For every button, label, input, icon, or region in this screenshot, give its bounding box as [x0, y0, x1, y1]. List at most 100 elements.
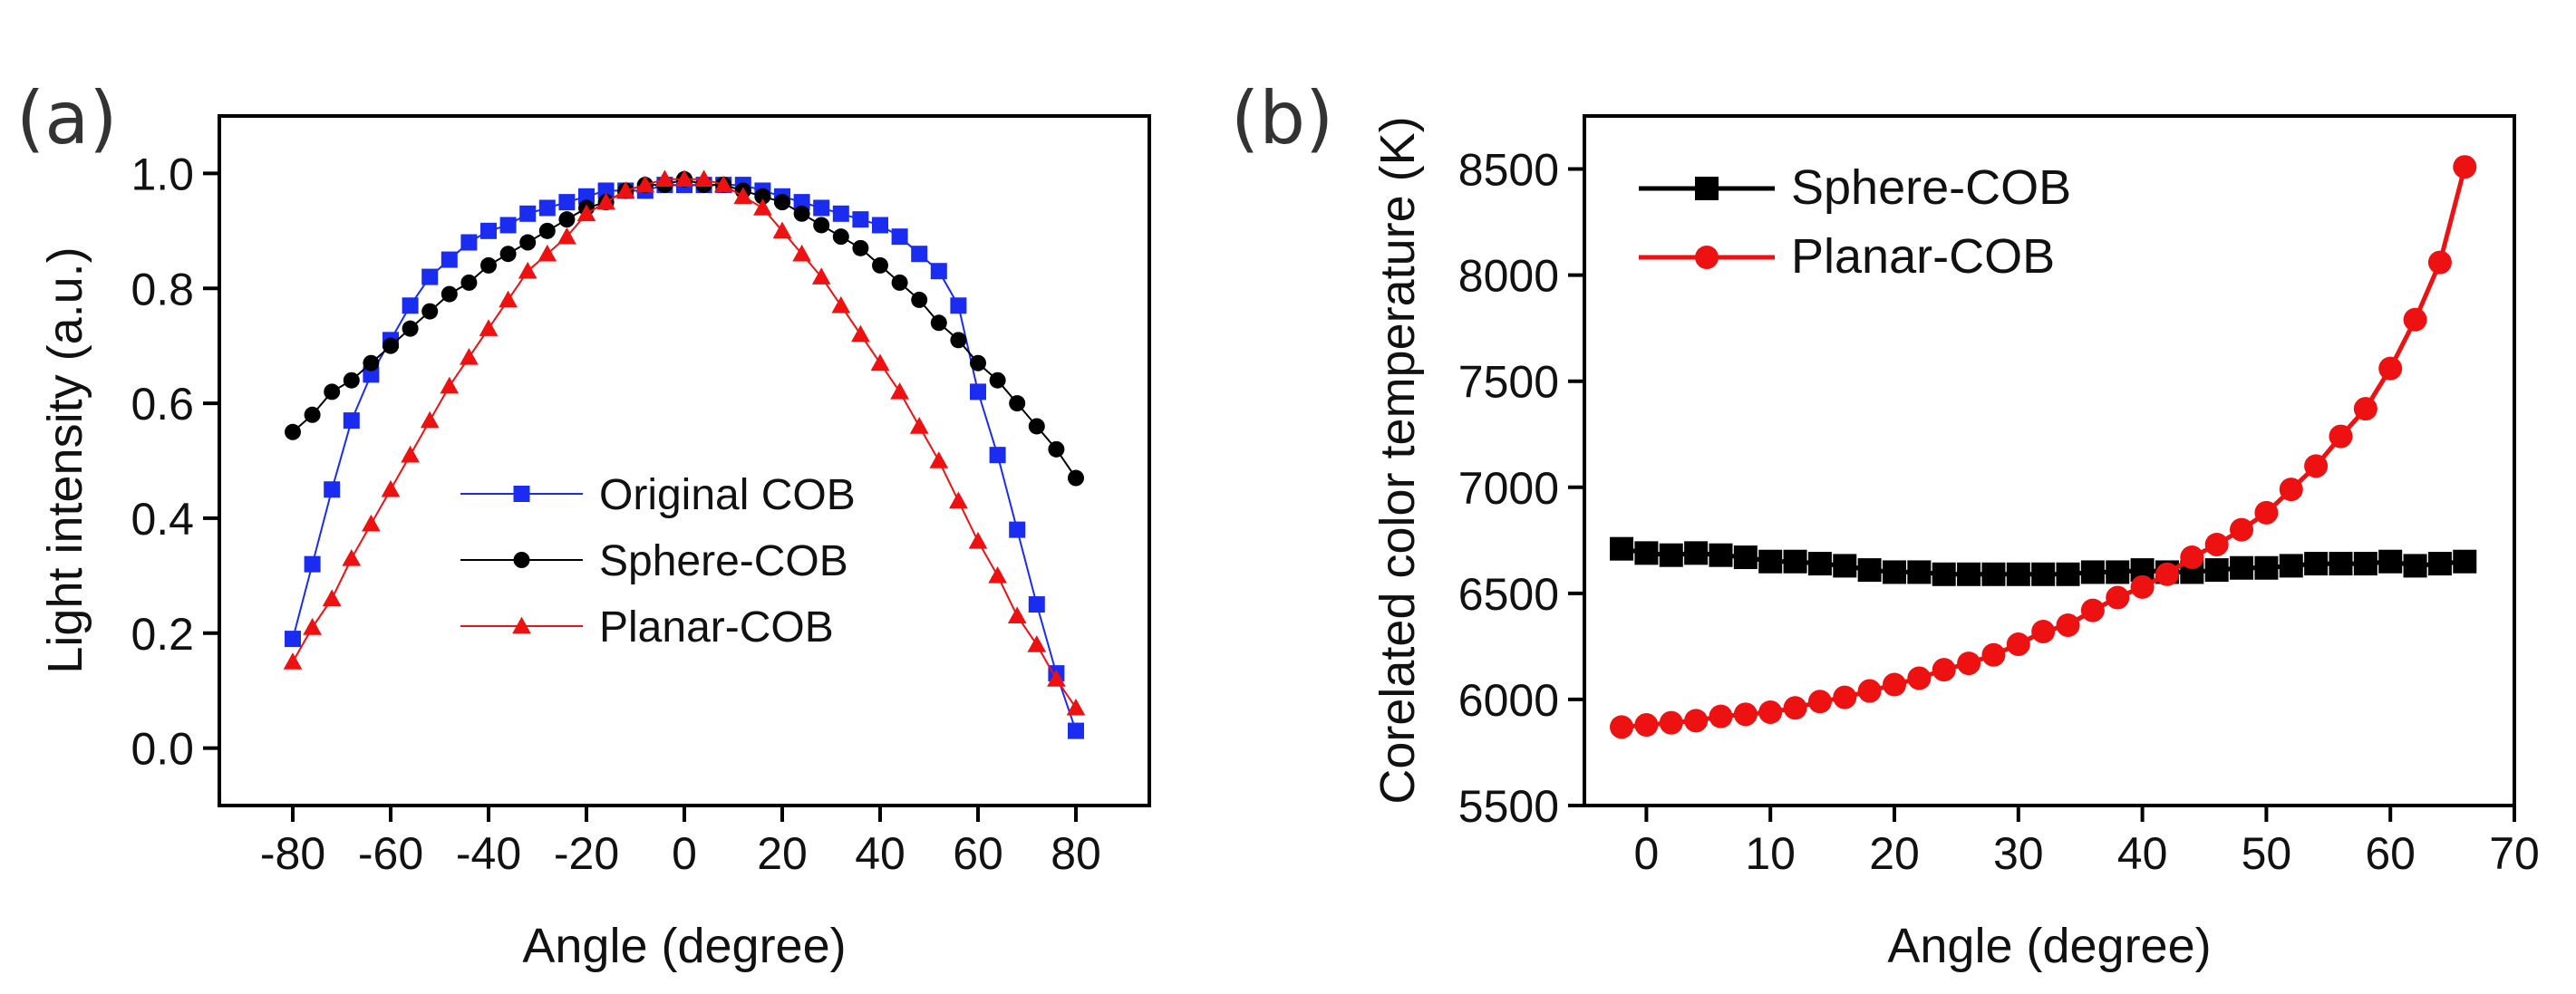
panel-a-point-planar-cob: [909, 417, 929, 434]
panel-b-point-planar-cob: [1833, 685, 1857, 709]
panel-b-point-sphere-cob: [1907, 560, 1932, 584]
panel-a-point-planar-cob: [988, 565, 1007, 584]
panel-b-point-sphere-cob: [1758, 549, 1783, 574]
panel-b-x-tick-label: 10: [1745, 828, 1796, 879]
panel-a-point-sphere-cob: [1068, 469, 1084, 487]
panel-b-legend-marker-planar-cob: [1695, 246, 1719, 269]
panel-b-y-tick-label: 8000: [1458, 251, 1559, 302]
panel-a-point-original-cob: [911, 246, 928, 263]
panel-a-point-planar-cob: [479, 319, 499, 336]
panel-a-point-original-cob: [597, 182, 615, 199]
panel-a-point-planar-cob: [615, 181, 635, 198]
panel-a-point-planar-cob: [635, 175, 655, 193]
panel-b-point-planar-cob: [1659, 710, 1683, 735]
panel-b-point-planar-cob: [1932, 658, 1956, 682]
panel-a-point-original-cob: [793, 194, 810, 211]
panel-a-x-tick-label: -60: [358, 828, 423, 879]
panel-a-point-planar-cob: [499, 290, 518, 308]
panel-a-point-sphere-cob: [480, 256, 497, 274]
panel-a-point-sphere-cob: [538, 222, 556, 239]
panel-a-point-original-cob: [813, 199, 830, 217]
panel-b-point-sphere-cob: [2056, 562, 2080, 586]
panel-b-point-sphere-cob: [1932, 562, 1956, 586]
panel-b-point-sphere-cob: [2403, 554, 2427, 578]
panel-a-point-original-cob: [343, 412, 360, 429]
panel-b-point-sphere-cob: [2006, 562, 2030, 586]
panel-b-point-planar-cob: [2279, 478, 2303, 502]
panel-a-legend: Original COB Sphere-COB Planar-COB: [460, 471, 856, 651]
panel-a-point-original-cob: [421, 268, 439, 285]
panel-b-legend: Sphere-COB Planar-COB: [1639, 160, 2071, 284]
panel-a-legend-label-sphere-cob: Sphere-COB: [599, 537, 848, 585]
panel-a-point-planar-cob: [362, 514, 381, 532]
panel-a-point-sphere-cob: [363, 354, 380, 372]
panel-a-point-planar-cob: [949, 491, 968, 509]
panel-a-point-original-cob: [1028, 596, 1045, 613]
panel-a-point-planar-cob: [1066, 698, 1086, 716]
panel-a-point-sphere-cob: [1028, 418, 1045, 435]
panel-b-y-tick-label: 6000: [1458, 675, 1559, 726]
panel-b-point-sphere-cob: [2254, 555, 2279, 580]
panel-b-point-planar-cob: [2427, 250, 2452, 275]
panel-b-legend-label-planar-cob: Planar-COB: [1791, 229, 2055, 284]
panel-a-point-planar-cob: [792, 244, 811, 262]
panel-a-point-planar-cob: [1047, 670, 1066, 687]
panel-b-x-tick-label: 60: [2365, 828, 2416, 879]
panel-b-point-planar-cob: [2180, 545, 2204, 570]
panel-b-x-tick-label: 20: [1869, 828, 1920, 879]
panel-b-y-axis-title: Corelated color temperature (K): [1370, 116, 1425, 804]
panel-a-plot-frame: [218, 114, 1151, 807]
panel-a-point-planar-cob: [772, 221, 792, 239]
panel-a-point-sphere-cob: [285, 423, 301, 440]
panel-a-legend-label-planar-cob: Planar-COB: [599, 603, 834, 651]
panel-a-x-tick-label: 20: [757, 828, 808, 879]
panel-b-y-tick-label: 8500: [1458, 145, 1559, 196]
panel-b-plot-frame: [1583, 114, 2516, 807]
panel-a-point-planar-cob: [753, 198, 772, 216]
panel-b-point-planar-cob: [2031, 619, 2056, 643]
panel-a-point-planar-cob: [537, 244, 557, 262]
panel-a-point-planar-cob: [303, 618, 322, 635]
panel-b-point-planar-cob: [1684, 709, 1709, 733]
panel-b-point-sphere-cob: [1634, 541, 1659, 565]
panel-a-point-planar-cob: [851, 324, 870, 343]
panel-a-point-original-cob: [363, 366, 380, 383]
panel-a-x-tick-label: 40: [855, 828, 905, 879]
panel-a-legend-marker-planar-cob: [512, 616, 531, 634]
panel-a-point-original-cob: [480, 222, 497, 239]
panel-a-point-sphere-cob: [1009, 395, 1026, 412]
panel-a-point-original-cob: [324, 481, 341, 498]
panel-b-point-planar-cob: [1758, 700, 1783, 724]
panel-b-point-planar-cob: [1807, 690, 1832, 714]
panel-a-point-sphere-cob: [402, 320, 419, 337]
panel-b-point-planar-cob: [2006, 632, 2030, 657]
panel-a-point-sphere-cob: [499, 246, 517, 263]
panel-a-point-planar-cob: [596, 192, 615, 210]
panel-b-point-sphere-cob: [2204, 558, 2229, 583]
panel-b-point-planar-cob: [1783, 696, 1807, 720]
panel-a-x-tick-label: -20: [554, 828, 619, 879]
panel-a-point-sphere-cob: [950, 332, 967, 349]
panel-a-y-tick-label: 0.6: [131, 379, 194, 429]
panel-b-legend-marker-sphere-cob: [1695, 177, 1719, 200]
panel-b-point-sphere-cob: [2106, 560, 2130, 584]
panel-a-x-tick-label: -40: [456, 828, 521, 879]
panel-a-point-original-cob: [304, 555, 321, 573]
panel-b-series: [1610, 155, 2477, 739]
panel-a-point-sphere-cob: [441, 285, 458, 303]
panel-a-point-sphere-cob: [1048, 440, 1065, 458]
panel-a-point-original-cob: [460, 234, 478, 251]
panel-a-point-sphere-cob: [891, 274, 908, 291]
panel-b-y-tick-label: 7000: [1458, 463, 1559, 514]
panel-a-x-axis-title: Angle (degree): [522, 919, 846, 973]
panel-a-point-sphere-cob: [754, 188, 771, 205]
panel-a-point-planar-cob: [713, 175, 733, 193]
panel-a-y-tick-label: 0.4: [131, 494, 194, 545]
panel-a-point-original-cob: [891, 228, 908, 246]
panel-a-point-planar-cob: [1007, 606, 1027, 624]
panel-b-point-sphere-cob: [2031, 562, 2056, 586]
panel-b-point-sphere-cob: [1981, 562, 2006, 586]
panel-b-point-sphere-cob: [1783, 549, 1807, 574]
panel-a-point-sphere-cob: [793, 205, 810, 222]
panel-a-ticks: -80 -60 -40 -20 0 20 40 60 80 0.0 0.2 0.4 0.6 0.8 1.0: [131, 149, 1100, 879]
